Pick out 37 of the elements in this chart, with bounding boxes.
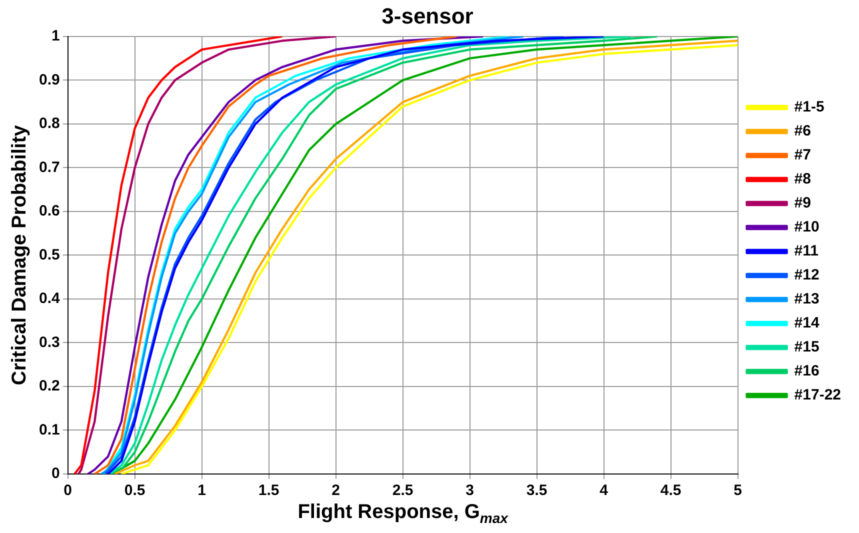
legend-label: #14: [794, 314, 820, 332]
legend-label: #10: [794, 218, 820, 236]
x-tick-label: 5: [734, 482, 742, 500]
y-tick-label: 0.8: [38, 115, 60, 132]
legend-label: #1-5: [794, 98, 824, 116]
x-tick-label: 4: [600, 482, 609, 500]
legend-label: #9: [794, 194, 811, 212]
y-tick-label: 0.6: [38, 202, 60, 220]
y-tick-label: 0.2: [38, 378, 60, 395]
y-axis-title: Critical Damage Probability: [8, 124, 31, 386]
legend-label: #16: [794, 362, 820, 380]
legend-label: #8: [794, 170, 811, 188]
x-tick-label: 1: [198, 482, 206, 500]
legend-label: #13: [794, 290, 820, 308]
legend-label: #11: [794, 242, 818, 260]
x-tick-label: 0: [64, 482, 72, 500]
x-tick-label: 2.5: [392, 482, 414, 500]
y-tick-label: 0.7: [38, 158, 60, 176]
y-tick-label: 0.4: [38, 290, 60, 308]
x-tick-label: 4.5: [660, 482, 682, 500]
y-tick-label: 0.9: [38, 71, 60, 88]
x-tick-label: 0.5: [124, 482, 146, 500]
x-tick-label: 3.5: [526, 482, 548, 500]
x-tick-label: 1.5: [258, 482, 280, 500]
legend-label: #6: [794, 122, 811, 140]
y-tick-label: 0: [52, 465, 60, 482]
y-tick-label: 0.1: [38, 421, 60, 438]
x-tick-label: 2: [332, 482, 340, 500]
y-tick-label: 0.5: [38, 246, 60, 264]
y-tick-label: 1: [52, 28, 60, 45]
x-tick-label: 3: [466, 482, 474, 500]
y-tick-label: 0.3: [38, 334, 60, 351]
chart-title: 3-sensor: [382, 3, 474, 28]
legend-label: #15: [794, 338, 820, 356]
legend-label: #12: [794, 266, 820, 284]
legend-label: #7: [794, 146, 811, 164]
legend-label: #17-22: [794, 386, 842, 404]
